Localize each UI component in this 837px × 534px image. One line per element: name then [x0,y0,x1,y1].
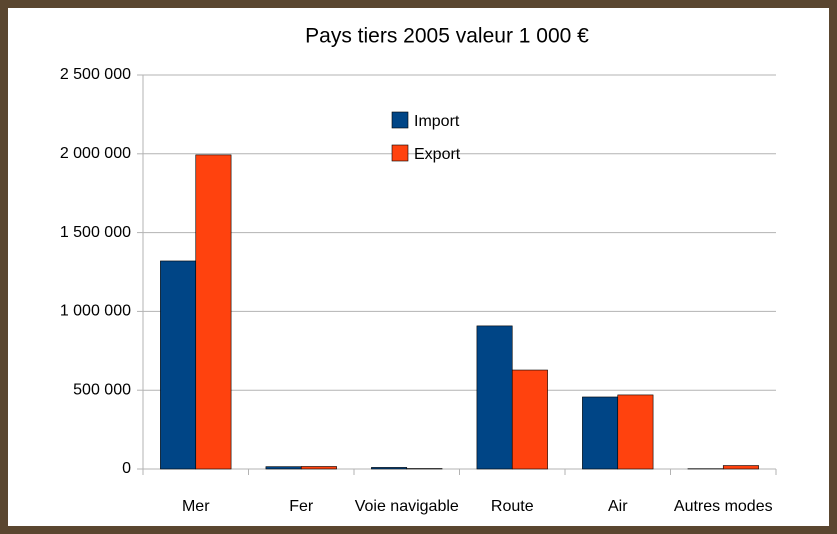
x-tick-label: Route [491,498,534,515]
legend-label: Export [414,146,461,163]
y-tick-label: 500 000 [73,381,131,398]
legend-swatch [391,111,409,129]
bar [617,394,654,470]
y-tick-label: 1 000 000 [60,303,131,320]
bar [371,467,408,470]
bar [722,465,759,470]
x-tick-label: Voie navigable [355,498,459,515]
legend-label: Import [414,113,460,130]
bar [195,154,232,470]
legend-swatch [391,144,409,162]
bar [476,325,513,470]
y-tick-label: 2 000 000 [60,145,131,162]
x-tick-label: Air [608,498,628,515]
x-tick-label: Fer [289,498,314,515]
bar [511,369,548,470]
y-tick-label: 2 500 000 [60,66,131,83]
bar [582,396,619,470]
bar [300,466,337,470]
bar [160,260,197,470]
chart-title: Pays tiers 2005 valeur 1 000 € [305,25,589,48]
bar [265,466,302,470]
x-tick-label: Mer [182,498,210,515]
y-tick-label: 0 [122,460,131,477]
x-tick-label: Autres modes [674,498,773,515]
chart-background [8,8,829,526]
y-tick-label: 1 500 000 [60,224,131,241]
